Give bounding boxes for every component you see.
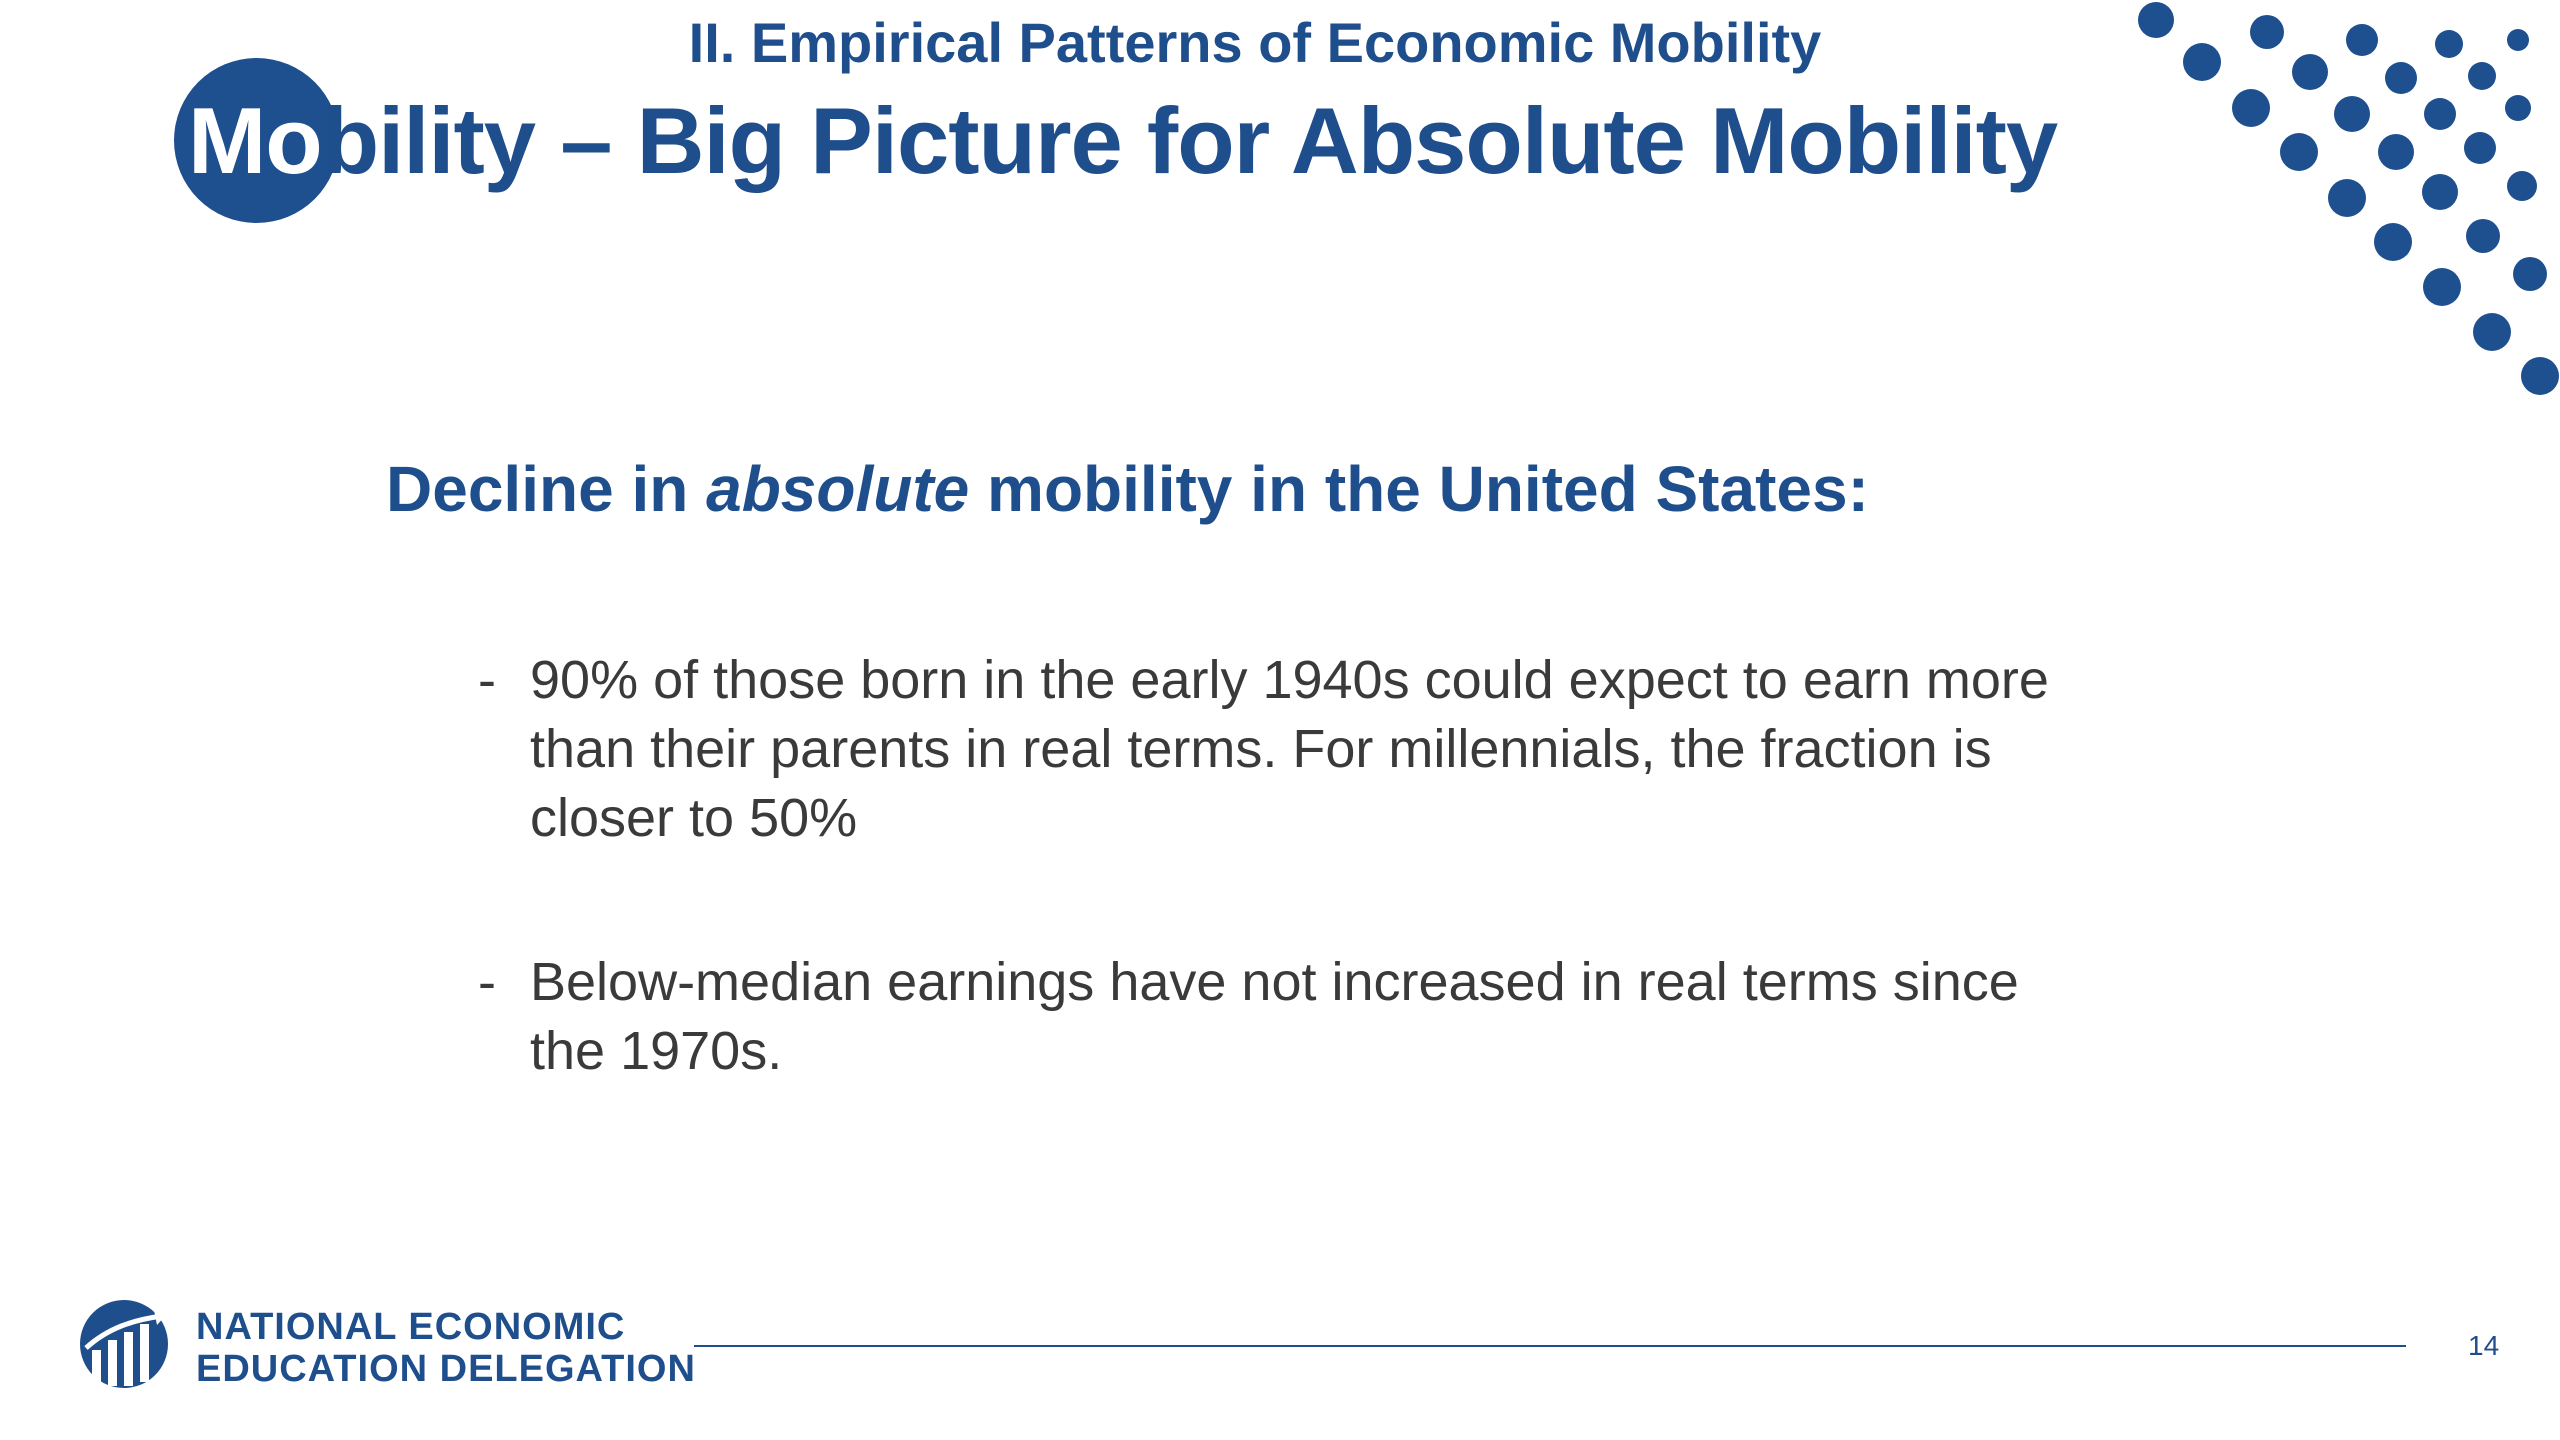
bullet-text: 90% of those born in the early 1940s cou… [530,650,2049,848]
section-kicker: II. Empirical Patterns of Economic Mobil… [688,11,1822,74]
bar-chart-arrow-logo-icon [80,1300,168,1388]
title-text: Mobility – Big Picture for Absolute Mobi… [174,87,2058,195]
title-first-letters: Mo [188,87,323,193]
slide-heading: Decline in absolute mobility in the Unit… [386,452,1869,526]
organization-name-line2: EDUCATION DELEGATION [196,1348,696,1390]
organization-name: NATIONAL ECONOMIC EDUCATION DELEGATION [196,1306,696,1390]
bullet-list: - 90% of those born in the early 1940s c… [478,646,2078,1181]
page-number: 14 [2468,1330,2500,1361]
heading-post: mobility in the United States: [969,453,1869,525]
title-rest: bility – Big Picture for Absolute Mobili… [321,87,2058,193]
bullet-dash: - [478,650,496,710]
bullet-item: - Below-median earnings have not increas… [478,948,2078,1086]
organization-name-line1: NATIONAL ECONOMIC [196,1306,626,1348]
slide-title: Mobility – Big Picture for Absolute Mobi… [174,58,2058,223]
dot-pattern-decoration [2138,2,2559,395]
heading-emphasis: absolute [706,453,970,525]
bullet-dash: - [478,952,496,1012]
footer-divider [694,1345,2406,1347]
bullet-item: - 90% of those born in the early 1940s c… [478,646,2078,853]
heading-pre: Decline in [386,453,707,525]
title-circle-decoration [174,58,339,223]
bullet-text: Below-median earnings have not increased… [530,952,2019,1081]
